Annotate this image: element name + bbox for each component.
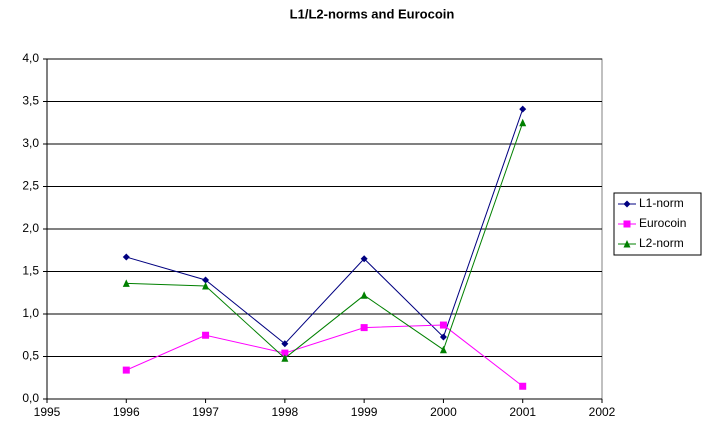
y-tick-label: 1,0	[22, 306, 39, 320]
y-tick-label: 0,0	[22, 391, 39, 405]
series-line	[126, 324, 524, 387]
x-tick-label: 1999	[351, 405, 378, 419]
marker	[360, 324, 368, 332]
marker	[281, 340, 289, 348]
marker	[519, 382, 527, 390]
marker	[360, 255, 368, 263]
legend-label: L2-norm	[639, 236, 684, 250]
x-tick-label: 2001	[509, 405, 536, 419]
y-tick-label: 2,5	[22, 179, 39, 193]
marker	[623, 220, 631, 228]
marker	[360, 291, 368, 299]
marker	[202, 281, 210, 290]
series-line	[126, 108, 524, 345]
y-tick-label: 2,0	[22, 221, 39, 235]
marker	[519, 118, 527, 127]
marker	[122, 279, 130, 287]
y-tick-label: 1,5	[22, 264, 39, 278]
marker	[439, 321, 447, 329]
marker	[202, 331, 210, 339]
marker	[122, 253, 130, 261]
marker	[623, 200, 631, 208]
x-tick-label: 1998	[272, 405, 299, 419]
marker	[122, 366, 130, 374]
x-tick-label: 2002	[589, 405, 616, 419]
legend-label: L1-norm	[639, 196, 684, 210]
marker	[623, 240, 631, 248]
x-tick-label: 1995	[34, 405, 61, 419]
marker	[439, 345, 447, 354]
y-tick-label: 0,5	[22, 349, 39, 363]
x-tick-label: 1997	[192, 405, 219, 419]
chart-title: L1/L2-norms and Eurocoin	[290, 6, 455, 21]
x-tick-label: 1996	[113, 405, 140, 419]
series-line	[126, 122, 524, 359]
marker	[281, 349, 289, 357]
marker	[202, 276, 210, 284]
y-tick-label: 3,5	[22, 94, 39, 108]
marker	[519, 105, 527, 113]
marker	[439, 333, 447, 341]
legend-label: Eurocoin	[639, 216, 686, 230]
y-tick-label: 4,0	[22, 51, 39, 65]
x-tick-label: 2000	[430, 405, 457, 419]
marker	[281, 354, 289, 362]
y-tick-label: 3,0	[22, 136, 39, 150]
